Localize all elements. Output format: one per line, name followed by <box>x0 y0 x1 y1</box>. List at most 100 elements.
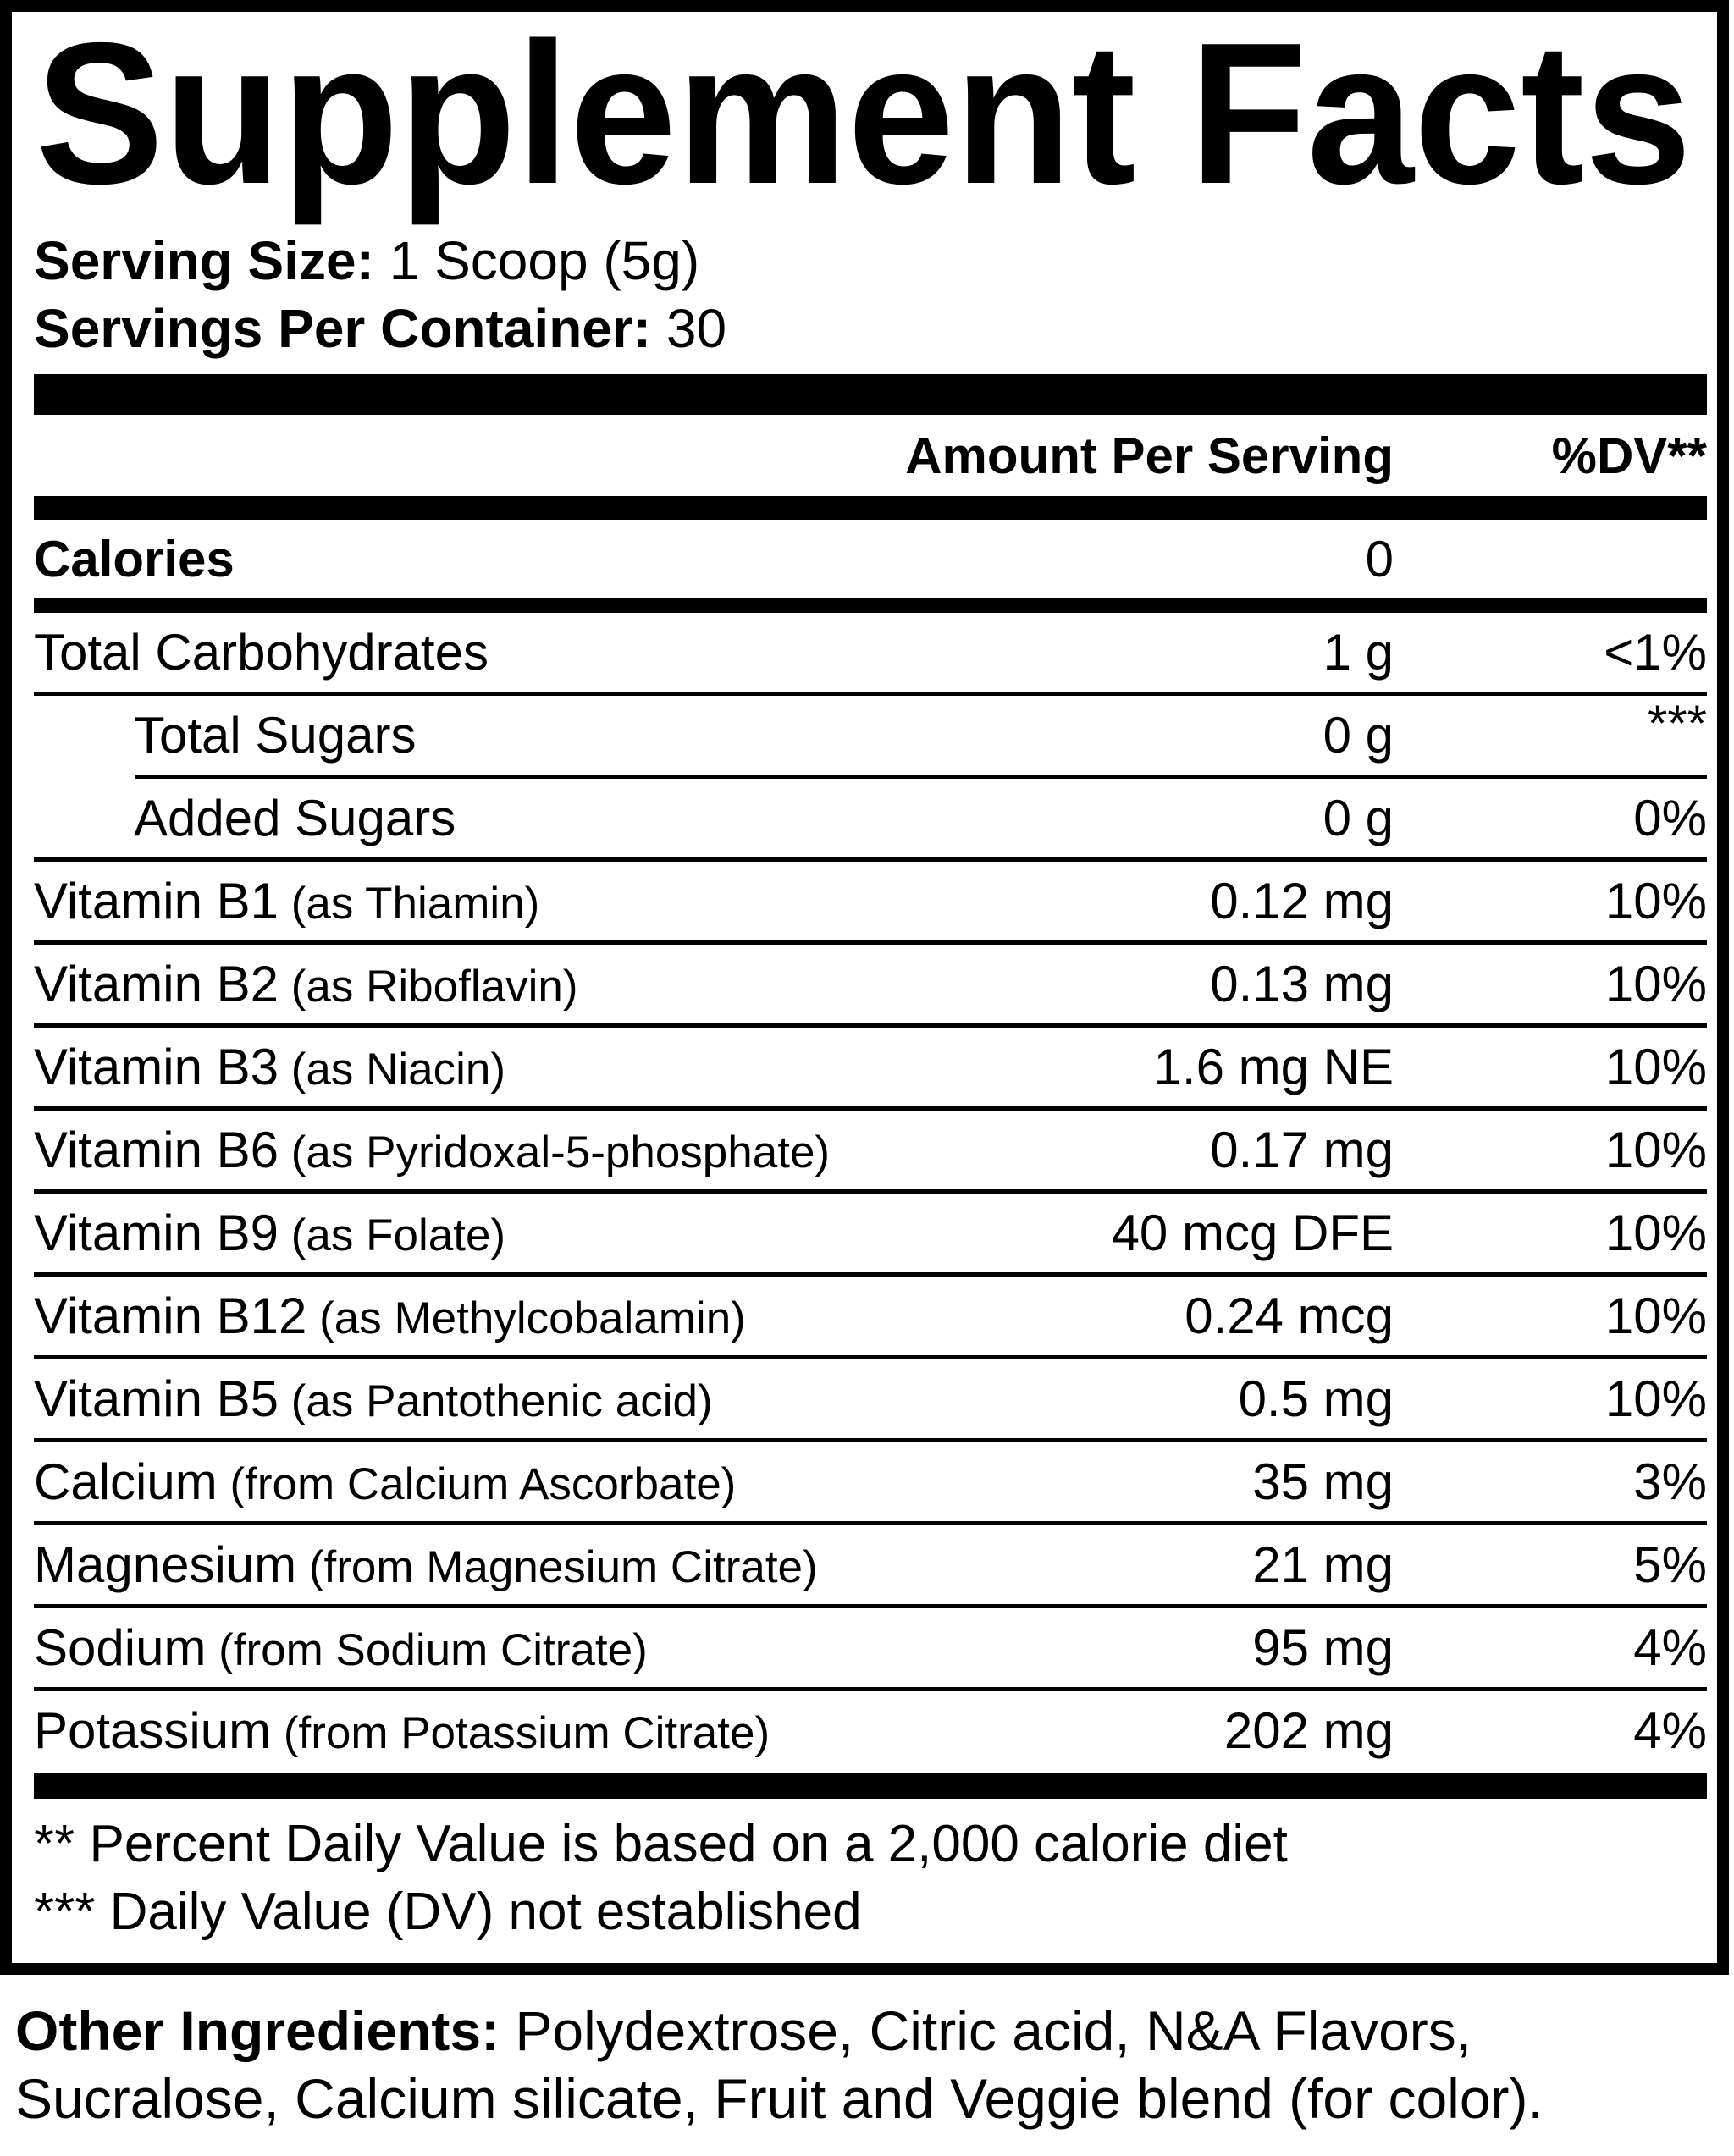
nutrient-detail: (from Magnesium Citrate) <box>296 1542 818 1592</box>
serving-size-value: 1 Scoop (5g) <box>373 230 700 291</box>
row-separator <box>34 1189 1707 1194</box>
row-separator <box>34 598 1707 613</box>
row-separator <box>34 1023 1707 1028</box>
nutrient-amount: 1.6 mg NE <box>1153 1039 1394 1095</box>
table-row: Vitamin B12 (as Methylcobalamin) 0.24 mcg… <box>34 1277 1707 1355</box>
row-separator <box>34 1272 1707 1277</box>
nutrient-amount: 202 mg <box>1223 1702 1394 1759</box>
nutrient-amount: 95 mg <box>1252 1619 1394 1676</box>
nutrient-detail: (as Riboflavin) <box>279 962 578 1012</box>
nutrient-name: Calories <box>34 531 235 587</box>
nutrient-amount: 0.12 mg <box>1210 873 1394 929</box>
nutrient-amount: 21 mg <box>1252 1536 1394 1593</box>
other-ingredients-line1: Other Ingredients: Polydextrose, Citric … <box>15 1997 1731 2065</box>
nutrient-name: Vitamin B9 (as Folate) <box>34 1205 506 1261</box>
nutrient-amount: 40 mcg DFE <box>1111 1205 1394 1261</box>
row-separator <box>34 1438 1707 1442</box>
table-row: Vitamin B6 (as Pyridoxal-5-phosphate) 0.1… <box>34 1111 1707 1189</box>
nutrient-amount: 0 g <box>1323 790 1394 846</box>
row-separator <box>34 692 1707 696</box>
nutrient-dv: <1% <box>1604 624 1707 681</box>
nutrient-amount: 0.5 mg <box>1238 1370 1394 1427</box>
nutrient-amount: 0 <box>1365 531 1394 587</box>
table-row: Vitamin B5 (as Pantothenic acid) 0.5 mg 10… <box>34 1359 1707 1438</box>
row-separator <box>34 940 1707 945</box>
row-separator <box>34 1521 1707 1525</box>
nutrient-name: Vitamin B12 (as Methylcobalamin) <box>34 1288 746 1344</box>
table-row: Vitamin B2 (as Riboflavin) 0.13 mg 10% <box>34 945 1707 1023</box>
column-header-row: Amount Per Serving %DV** <box>34 415 1707 496</box>
nutrient-dv: 4% <box>1633 1702 1707 1759</box>
header-percent-dv: %DV** <box>1551 427 1707 484</box>
nutrient-amount: 35 mg <box>1252 1453 1394 1510</box>
servings-per-container-value: 30 <box>651 298 727 359</box>
nutrient-dv: 3% <box>1633 1453 1707 1510</box>
nutrient-dv: *** <box>1647 695 1707 752</box>
nutrient-name: Sodium (from Sodium Citrate) <box>34 1619 648 1676</box>
nutrient-name: Total Carbohydrates <box>34 624 489 681</box>
nutrient-name: Vitamin B6 (as Pyridoxal-5-phosphate) <box>34 1122 831 1178</box>
divider-bar-under-header <box>34 496 1707 520</box>
table-row: Calcium (from Calcium Ascorbate) 35 mg 3% <box>34 1442 1707 1521</box>
nutrient-amount: 0 g <box>1323 707 1394 764</box>
table-row: Vitamin B3 (as Niacin) 1.6 mg NE 10% <box>34 1028 1707 1106</box>
other-ingredients-line1-rest: Polydextrose, Citric acid, N&A Flavors, <box>500 1999 1472 2062</box>
nutrient-detail: (as Folate) <box>279 1210 506 1260</box>
serving-size-label: Serving Size: <box>34 230 374 291</box>
nutrient-dv: 10% <box>1604 1122 1707 1178</box>
row-separator <box>135 775 1707 779</box>
table-row: Total Sugars 0 g *** <box>34 695 1707 775</box>
servings-per-container-line: Servings Per Container: 30 <box>34 295 1707 362</box>
table-row: Calories 0 <box>34 520 1707 598</box>
nutrient-name: Vitamin B3 (as Niacin) <box>34 1039 506 1095</box>
footnote-dv-not-established: *** Daily Value (DV) not established <box>34 1883 862 1941</box>
table-row: Total Carbohydrates 1 g <1% <box>34 613 1707 692</box>
table-row: Vitamin B1 (as Thiamin) 0.12 mg 10% <box>34 862 1707 940</box>
table-row: Sodium (from Sodium Citrate) 95 mg 4% <box>34 1608 1707 1687</box>
nutrient-amount: 0.17 mg <box>1210 1122 1394 1178</box>
row-separator <box>34 1687 1707 1691</box>
servings-per-container-label: Servings Per Container: <box>34 298 652 359</box>
nutrient-amount: 1 g <box>1323 624 1394 681</box>
serving-size-line: Serving Size: 1 Scoop (5g) <box>34 227 1707 295</box>
nutrient-name: Vitamin B2 (as Riboflavin) <box>34 956 578 1012</box>
page-title: Supplement Facts <box>36 17 1692 226</box>
nutrient-detail: (from Calcium Ascorbate) <box>217 1459 737 1509</box>
nutrient-dv: 10% <box>1604 1370 1707 1427</box>
nutrient-dv: 10% <box>1604 1288 1707 1344</box>
row-separator <box>34 1773 1707 1799</box>
other-ingredients-line2: Sucralose, Calcium silicate, Fruit and V… <box>15 2067 1543 2130</box>
nutrient-name: Total Sugars <box>134 707 417 764</box>
nutrient-dv: 10% <box>1604 1205 1707 1261</box>
nutrient-amount: 0.13 mg <box>1210 956 1394 1012</box>
nutrient-name: Vitamin B5 (as Pantothenic acid) <box>34 1370 713 1427</box>
header-amount-per-serving: Amount Per Serving <box>905 427 1394 484</box>
other-ingredients: Other Ingredients: Polydextrose, Citric … <box>15 1997 1731 2132</box>
nutrient-detail: (as Pyridoxal-5-phosphate) <box>279 1128 831 1177</box>
nutrient-table: Calories 0 Total Carbohydrates 1 g <1% Total … <box>34 520 1707 1799</box>
row-separator <box>34 857 1707 862</box>
nutrient-detail: (from Sodium Citrate) <box>206 1625 648 1675</box>
nutrient-detail: (from Potassium Citrate) <box>271 1708 770 1758</box>
nutrient-dv: 10% <box>1604 956 1707 1012</box>
row-separator <box>34 1355 1707 1359</box>
nutrient-detail: (as Methylcobalamin) <box>306 1293 746 1343</box>
nutrient-name: Vitamin B1 (as Thiamin) <box>34 873 540 929</box>
panel-title: Supplement Facts <box>36 17 1692 226</box>
divider-bar-top <box>34 374 1707 415</box>
supplement-facts-panel: Supplement Facts Serving Size: 1 Scoop (… <box>0 0 1729 1975</box>
nutrient-amount: 0.24 mcg <box>1185 1288 1394 1344</box>
nutrient-detail: (as Thiamin) <box>279 879 540 929</box>
nutrient-name: Added Sugars <box>134 790 456 846</box>
nutrient-name: Magnesium (from Magnesium Citrate) <box>34 1536 818 1593</box>
row-separator <box>34 1106 1707 1111</box>
nutrient-dv: 10% <box>1604 873 1707 929</box>
nutrient-detail: (as Niacin) <box>279 1045 506 1095</box>
table-row: Potassium (from Potassium Citrate) 202 mg… <box>34 1691 1707 1770</box>
nutrient-dv: 5% <box>1633 1536 1707 1593</box>
table-row: Magnesium (from Magnesium Citrate) 21 mg 5… <box>34 1525 1707 1604</box>
table-row: Added Sugars 0 g 0% <box>34 779 1707 857</box>
footnote-daily-value: ** Percent Daily Value is based on a 2,0… <box>34 1815 1288 1873</box>
nutrient-detail: (as Pantothenic acid) <box>279 1376 713 1426</box>
other-ingredients-label: Other Ingredients: <box>15 1999 500 2062</box>
